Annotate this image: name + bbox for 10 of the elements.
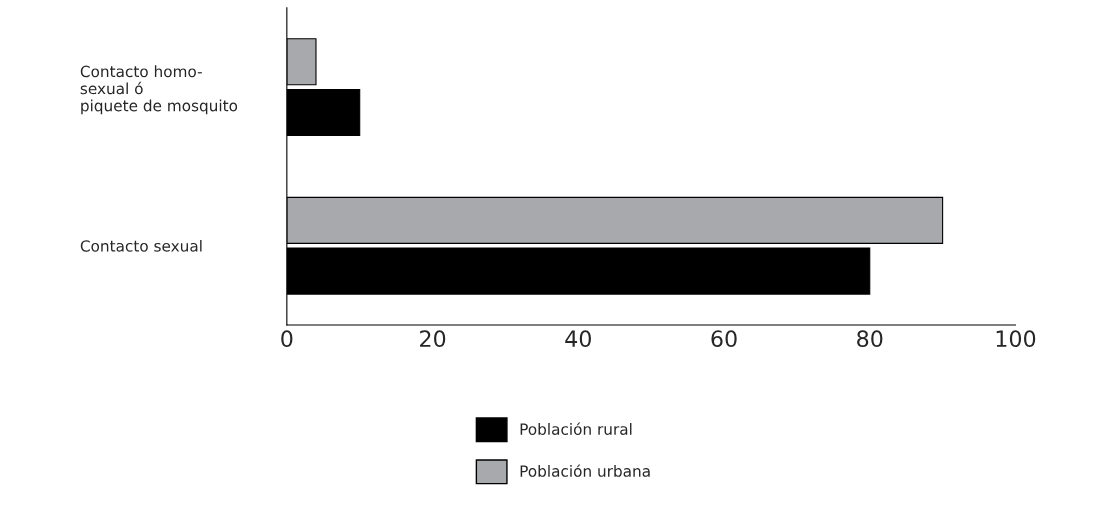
x-tick-label: 80 <box>857 330 883 348</box>
x-tick-label: 100 <box>996 330 1036 348</box>
x-tick-label: 0 <box>281 330 293 348</box>
y-tick-label: Contacto homo- sexual ó piquete de mosquito <box>80 65 238 115</box>
x-tick-label: 40 <box>565 330 591 348</box>
legend-label: Población urbana <box>520 464 650 477</box>
x-tick-label: 60 <box>711 330 737 348</box>
legend-label: Población rural <box>520 422 632 435</box>
x-tick-label: 20 <box>420 330 446 348</box>
y-tick-label: Contacto sexual <box>80 239 202 252</box>
